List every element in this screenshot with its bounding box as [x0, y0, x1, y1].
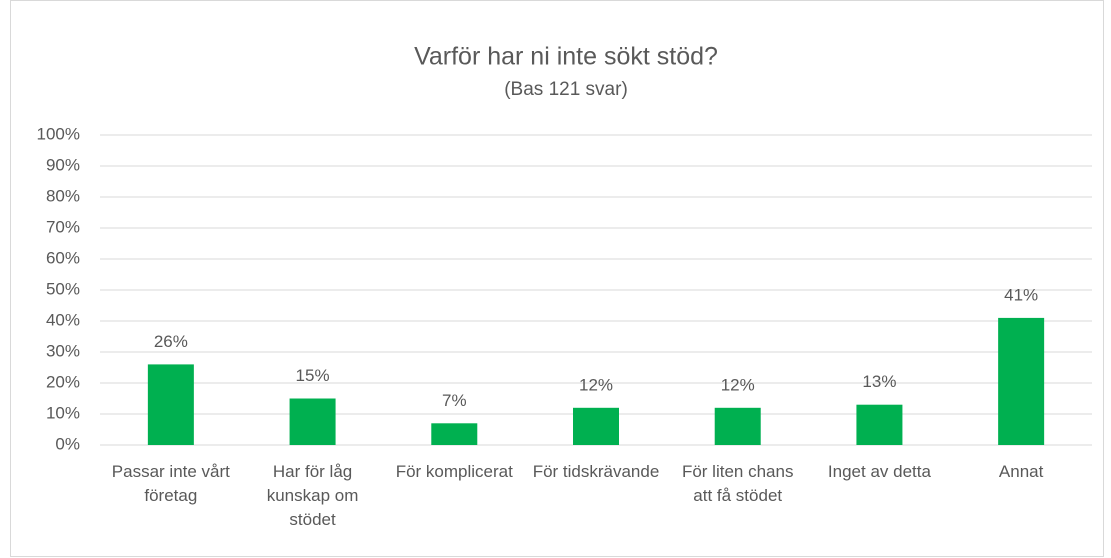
data-label: 12% [721, 375, 755, 394]
y-tick-label: 70% [46, 217, 80, 236]
chart-subtitle: (Bas 121 svar) [504, 79, 628, 100]
bar [431, 423, 478, 445]
y-tick-label: 20% [46, 372, 80, 391]
y-tick-label: 10% [46, 403, 80, 422]
data-label: 13% [862, 372, 896, 391]
y-tick-label: 0% [55, 434, 80, 453]
y-tick-label: 60% [46, 248, 80, 267]
data-label: 41% [1004, 285, 1038, 304]
y-tick-label: 40% [46, 310, 80, 329]
y-tick-label: 50% [46, 279, 80, 298]
data-label: 15% [296, 366, 330, 385]
y-tick-label: 80% [46, 186, 80, 205]
x-tick-label: För komplicerat [395, 462, 513, 481]
data-label: 12% [579, 375, 613, 394]
bar [147, 364, 194, 445]
x-tick-label: För tidskrävande [532, 462, 660, 481]
x-tick-label: Har för låg kunskap om stödet [266, 462, 359, 529]
y-tick-label: 100% [37, 124, 80, 143]
x-tick-label: Annat [998, 462, 1044, 481]
bar [573, 407, 619, 445]
bar [998, 317, 1045, 445]
y-tick-label: 90% [46, 155, 80, 174]
x-tick-label: Inget av detta [827, 462, 931, 481]
x-tick-label: För liten chans att få stödet [681, 462, 794, 505]
data-label: 7% [442, 391, 467, 410]
chart-border [10, 0, 1104, 557]
data-label: 26% [154, 332, 188, 351]
bar [289, 398, 336, 445]
x-tick-label: Passar inte vårt företag [111, 462, 230, 505]
bar [856, 404, 903, 445]
chart-title: Varför har ni inte sökt stöd? [414, 43, 718, 71]
bar [714, 407, 761, 445]
y-tick-label: 30% [46, 341, 80, 360]
